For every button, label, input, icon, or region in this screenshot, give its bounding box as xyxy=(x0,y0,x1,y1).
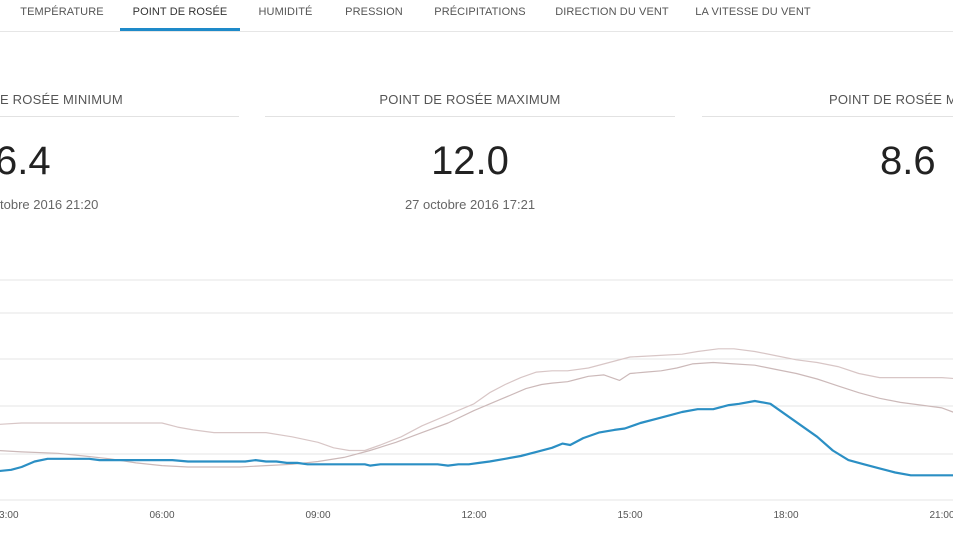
stat-max-label: POINT DE ROSÉE MAXIMUM xyxy=(379,92,561,107)
divider xyxy=(265,116,675,117)
tab-wind-speed[interactable]: LA VITESSE DU VENT xyxy=(695,6,811,18)
tab-pressure[interactable]: PRESSION xyxy=(345,6,403,18)
x-tick-label: 12:00 xyxy=(461,510,486,521)
tab-dew-point[interactable]: POINT DE ROSÉE xyxy=(120,0,240,31)
stat-maximum: POINT DE ROSÉE MAXIMUM 12.0 27 octobre 2… xyxy=(265,84,675,217)
x-tick-label: 09:00 xyxy=(305,510,330,521)
divider xyxy=(0,116,239,117)
stat-avg-label: POINT DE ROSÉE MO xyxy=(829,92,953,107)
tab-humidity[interactable]: HUMIDITÉ xyxy=(258,6,313,18)
dew-point-chart: 03:00 06:00 09:00 12:00 15:00 18:00 21:00 xyxy=(0,279,953,521)
stat-min-value: 6.4 xyxy=(0,139,51,183)
tab-wind-direction[interactable]: DIRECTION DU VENT xyxy=(555,6,669,18)
x-tick-label: 03:00 xyxy=(0,510,19,521)
x-tick-label: 18:00 xyxy=(773,510,798,521)
x-tick-label: 06:00 xyxy=(149,510,174,521)
tab-precipitation[interactable]: PRÉCIPITATIONS xyxy=(434,6,526,18)
series-line-upper xyxy=(0,348,953,452)
metric-tabs: TEMPÉRATURE POINT DE ROSÉE HUMIDITÉ PRES… xyxy=(0,0,953,32)
stat-avg-value: 8.6 xyxy=(880,139,936,183)
x-tick-label: 21:00 xyxy=(929,510,953,521)
stat-max-value: 12.0 xyxy=(431,139,509,183)
series-line-lower xyxy=(0,361,953,468)
stat-average: POINT DE ROSÉE MO 8.6 xyxy=(702,84,953,185)
stat-min-time: tobre 2016 21:20 xyxy=(0,197,99,212)
series-line-main xyxy=(0,399,953,477)
stat-min-label: E ROSÉE MINIMUM xyxy=(0,92,123,107)
stat-max-time: 27 octobre 2016 17:21 xyxy=(404,197,536,212)
tab-temperature[interactable]: TEMPÉRATURE xyxy=(20,6,104,18)
x-tick-label: 15:00 xyxy=(617,510,642,521)
stat-minimum: E ROSÉE MINIMUM 6.4 tobre 2016 21:20 xyxy=(0,84,239,217)
divider xyxy=(702,116,953,117)
